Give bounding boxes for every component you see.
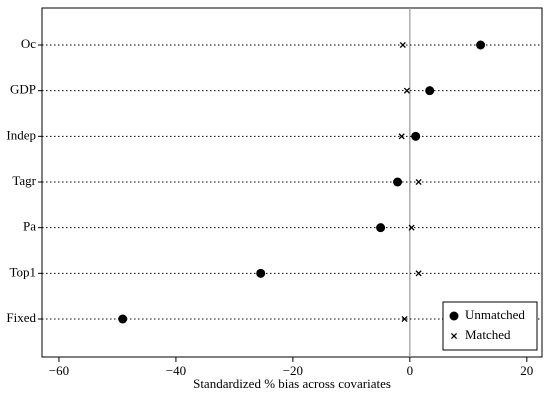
legend-marker bbox=[449, 311, 459, 321]
y-tick-label: Fixed bbox=[6, 310, 36, 325]
dot-point bbox=[411, 131, 421, 141]
cross-point bbox=[398, 133, 405, 140]
y-tick-label: Pa bbox=[23, 219, 36, 234]
dot-point bbox=[476, 40, 486, 50]
x-tick-label: −60 bbox=[49, 363, 69, 378]
dot-point bbox=[376, 223, 386, 233]
x-tick-label: −40 bbox=[166, 363, 186, 378]
y-tick-label: Oc bbox=[21, 36, 36, 51]
cross-point bbox=[399, 41, 406, 49]
dot-point bbox=[256, 268, 266, 278]
cross-point bbox=[415, 178, 422, 186]
dot-point bbox=[393, 177, 403, 187]
dot-point bbox=[425, 86, 435, 96]
legend-box bbox=[442, 301, 538, 351]
y-tick-label: Top1 bbox=[9, 264, 36, 279]
cross-point bbox=[415, 270, 422, 277]
x-axis-label: Standardized % bias across covariates bbox=[193, 376, 391, 391]
dot-point bbox=[118, 314, 128, 324]
legend-marker bbox=[450, 332, 458, 340]
y-tick-label: GDP bbox=[10, 82, 36, 97]
legend-label: Unmatched bbox=[465, 307, 525, 322]
cross-point bbox=[408, 224, 415, 231]
x-tick-label: −20 bbox=[283, 363, 303, 378]
cross-point bbox=[401, 315, 408, 323]
x-tick-label: 20 bbox=[520, 363, 533, 378]
x-tick-label: 0 bbox=[407, 363, 414, 378]
y-tick-label: Tagr bbox=[12, 173, 36, 188]
y-tick-label: Indep bbox=[6, 127, 36, 142]
legend-label: Matched bbox=[465, 327, 511, 342]
cross-point bbox=[403, 87, 410, 94]
